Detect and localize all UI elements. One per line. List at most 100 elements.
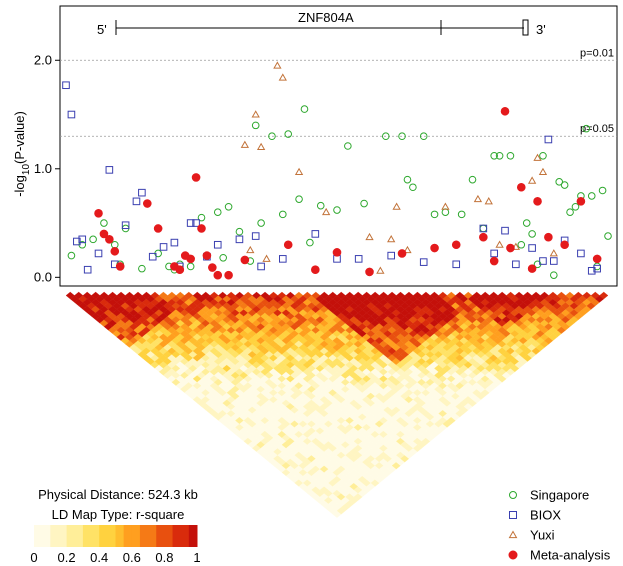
point-singapore	[300, 105, 309, 113]
point-singapore	[295, 195, 303, 203]
point-singapore	[213, 208, 222, 217]
point-singapore	[528, 230, 536, 238]
colorbar-segment	[66, 525, 76, 547]
point-meta-analysis	[560, 240, 569, 250]
point-singapore	[587, 192, 596, 200]
colorbar-segment	[148, 525, 157, 547]
point-meta-analysis	[105, 235, 114, 244]
point-singapore	[457, 210, 466, 219]
point-singapore	[522, 219, 531, 227]
colorbar-segment	[156, 525, 165, 547]
point-meta-analysis	[110, 246, 120, 256]
point-yuxi	[278, 73, 287, 81]
point-singapore	[89, 235, 97, 244]
point-biox	[105, 166, 114, 174]
point-singapore	[197, 213, 206, 222]
series-yuxi	[240, 61, 558, 274]
point-biox	[251, 232, 260, 240]
point-meta-analysis	[500, 106, 510, 116]
point-meta-analysis	[94, 208, 103, 218]
point-singapore	[495, 151, 504, 160]
point-biox	[213, 240, 222, 249]
point-singapore	[381, 132, 390, 141]
point-biox	[170, 238, 179, 247]
point-yuxi	[549, 249, 558, 257]
point-singapore	[257, 219, 265, 227]
colorbar-segment	[115, 525, 125, 547]
point-biox	[83, 265, 92, 274]
point-singapore	[490, 151, 498, 160]
colorbar-segment	[180, 525, 190, 547]
point-yuxi	[441, 202, 450, 210]
point-biox	[544, 135, 553, 144]
point-singapore	[555, 178, 564, 186]
colorbar-segment	[58, 525, 68, 547]
point-biox	[501, 226, 509, 235]
legend: Singapore BIOX Yuxi Meta-analysis	[508, 488, 611, 563]
point-meta-analysis	[506, 243, 515, 253]
point-singapore	[479, 224, 488, 233]
point-meta-analysis	[153, 224, 163, 233]
point-singapore	[560, 181, 569, 189]
point-meta-analysis	[197, 224, 206, 233]
legend-marker	[508, 530, 518, 539]
legend-label: Meta-analysis	[530, 548, 611, 563]
colorbar-segment	[74, 525, 84, 547]
point-biox	[387, 251, 395, 260]
point-yuxi	[533, 153, 542, 161]
point-meta-analysis	[592, 254, 602, 264]
point-yuxi	[251, 110, 260, 118]
point-singapore	[468, 175, 477, 184]
point-biox	[62, 81, 70, 90]
colorbar-tick-label: 0.4	[90, 550, 108, 565]
point-meta-analysis	[479, 232, 488, 242]
legend-marker	[509, 511, 517, 519]
point-singapore	[224, 202, 233, 211]
point-yuxi	[321, 207, 331, 216]
point-yuxi	[527, 176, 537, 184]
point-biox	[148, 252, 157, 261]
point-biox	[279, 255, 287, 263]
y-axis-label: -log10(P-value)	[12, 111, 32, 197]
point-meta-analysis	[576, 197, 586, 206]
point-biox	[479, 224, 488, 233]
point-singapore	[306, 238, 314, 247]
y-tick-label: 2.0	[34, 52, 52, 67]
point-singapore	[403, 175, 412, 184]
point-meta-analysis	[365, 267, 374, 277]
point-yuxi	[240, 140, 250, 148]
point-singapore	[409, 183, 417, 192]
point-singapore	[598, 186, 607, 195]
colorbar-segment	[188, 525, 198, 547]
series-biox	[62, 81, 601, 275]
point-meta-analysis	[224, 270, 233, 280]
point-meta-analysis	[99, 229, 109, 239]
point-biox	[419, 258, 428, 266]
point-singapore	[506, 151, 515, 160]
y-tick-label: 1.0	[34, 161, 52, 176]
colorbar-segment	[164, 525, 174, 547]
point-biox	[550, 257, 558, 265]
ld-colorbar: 0 0.2 0.4 0.6 0.8 1	[30, 525, 201, 565]
colorbar-tick-label: 0.6	[123, 550, 141, 565]
point-meta-analysis	[533, 197, 542, 206]
point-singapore	[430, 210, 439, 219]
ld-cell	[599, 291, 609, 300]
point-biox	[490, 249, 498, 258]
point-meta-analysis	[332, 248, 342, 257]
point-singapore	[284, 130, 293, 138]
point-singapore	[138, 264, 146, 273]
point-singapore	[582, 124, 591, 133]
point-singapore	[279, 210, 287, 219]
point-singapore	[235, 227, 244, 236]
point-yuxi	[376, 266, 385, 274]
point-meta-analysis	[430, 243, 439, 253]
point-singapore	[398, 132, 406, 141]
point-biox	[73, 237, 81, 246]
point-biox	[452, 260, 461, 269]
gene-name: ZNF804A	[298, 10, 354, 25]
ld-map-type-label: LD Map Type: r-square	[52, 507, 185, 522]
point-biox	[512, 260, 520, 269]
point-biox	[159, 243, 168, 251]
colorbar-tick-label: 0	[30, 550, 37, 565]
